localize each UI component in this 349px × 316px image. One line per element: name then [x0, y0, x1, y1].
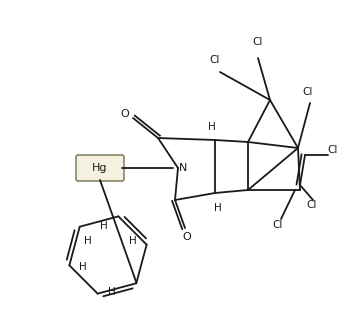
Text: H: H [108, 287, 116, 297]
Text: H: H [129, 236, 136, 246]
Text: H: H [101, 222, 108, 231]
Text: Hg: Hg [92, 163, 108, 173]
Text: Cl: Cl [210, 55, 220, 65]
Text: H: H [214, 203, 222, 213]
Text: Cl: Cl [273, 220, 283, 230]
Text: Cl: Cl [307, 200, 317, 210]
Text: O: O [183, 232, 191, 242]
Text: N: N [179, 163, 187, 173]
FancyBboxPatch shape [76, 155, 124, 181]
Text: Cl: Cl [328, 145, 338, 155]
Text: H: H [208, 122, 216, 132]
Text: H: H [84, 236, 91, 246]
Text: Cl: Cl [253, 37, 263, 47]
Text: H: H [80, 262, 87, 272]
Text: Cl: Cl [303, 87, 313, 97]
Text: O: O [121, 109, 129, 119]
